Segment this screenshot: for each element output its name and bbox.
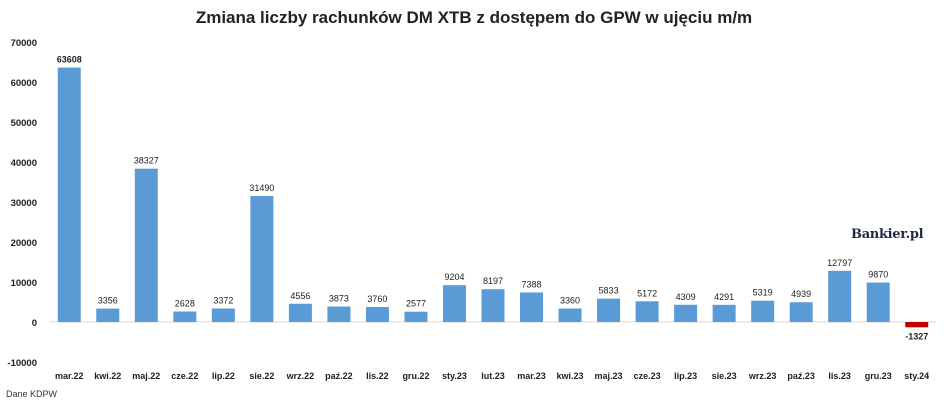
x-tick-label: sty.23 — [442, 371, 467, 381]
data-label: 63608 — [57, 55, 82, 65]
bar — [57, 67, 81, 323]
brand-logo: Bankier.pl — [851, 227, 924, 242]
x-tick-label: lut.23 — [481, 371, 505, 381]
data-label: -1327 — [905, 331, 928, 341]
data-label: 5172 — [637, 288, 657, 298]
data-label: 8197 — [483, 276, 503, 286]
x-tick-label: cze.22 — [171, 371, 198, 381]
y-tick-label: 70000 — [11, 38, 37, 49]
x-tick-label: paź.22 — [325, 371, 353, 381]
x-tick-label: mar.22 — [55, 371, 84, 381]
data-label: 4291 — [714, 292, 734, 302]
chart-title: Zmiana liczby rachunków DM XTB z dostępe… — [195, 8, 753, 27]
bar — [442, 285, 466, 322]
data-label: 3360 — [560, 296, 580, 306]
bar — [520, 292, 544, 322]
bar — [134, 168, 158, 322]
bar — [635, 301, 659, 322]
x-tick-label: wrz.22 — [286, 371, 315, 381]
x-tick-label: kwi.23 — [557, 371, 584, 381]
x-tick-label: wrz.23 — [748, 371, 777, 381]
bar — [828, 270, 852, 322]
x-tick-label: mar.23 — [517, 371, 546, 381]
bar — [751, 300, 775, 322]
data-label: 9204 — [444, 272, 464, 282]
x-tick-label: lip.23 — [674, 371, 697, 381]
bar — [712, 304, 736, 322]
y-tick-label: 40000 — [11, 158, 37, 169]
data-label: 7388 — [522, 279, 542, 289]
x-tick-label: gru.23 — [865, 371, 892, 381]
bar — [905, 322, 929, 328]
y-tick-label: 10000 — [11, 278, 37, 289]
x-tick-label: sty.24 — [904, 371, 929, 381]
y-tick-label: 50000 — [11, 118, 37, 129]
bar — [866, 282, 890, 322]
bar — [481, 289, 505, 322]
data-label: 2577 — [406, 299, 426, 309]
bar — [211, 308, 235, 322]
bar — [365, 306, 389, 322]
x-tick-label: maj.22 — [132, 371, 160, 381]
bar — [597, 298, 621, 322]
data-label: 4309 — [676, 292, 696, 302]
y-tick-label: 20000 — [11, 238, 37, 249]
y-tick-label: 60000 — [11, 78, 37, 89]
x-tick-label: maj.23 — [595, 371, 623, 381]
data-label: 12797 — [827, 258, 852, 268]
data-label: 2628 — [175, 298, 195, 308]
data-label: 31490 — [249, 183, 274, 193]
data-label: 38327 — [134, 156, 159, 166]
data-label: 5319 — [753, 288, 773, 298]
bar — [288, 303, 312, 322]
bar — [789, 302, 813, 322]
data-label: 3873 — [329, 294, 349, 304]
data-label: 9870 — [868, 270, 888, 280]
data-label: 3760 — [367, 294, 387, 304]
x-tick-label: lis.23 — [828, 371, 851, 381]
bar — [404, 311, 428, 322]
source-note: Dane KDPW — [6, 389, 58, 399]
bar — [327, 306, 351, 322]
bar — [558, 308, 582, 322]
x-tick-label: cze.23 — [634, 371, 661, 381]
x-tick-label: paź.23 — [787, 371, 815, 381]
data-label: 3356 — [98, 296, 118, 306]
data-label: 4939 — [791, 289, 811, 299]
x-tick-label: sie.22 — [249, 371, 274, 381]
bar — [674, 304, 698, 322]
data-label: 4556 — [290, 291, 310, 301]
y-tick-label: 0 — [32, 318, 37, 329]
bar — [250, 196, 274, 322]
bar — [96, 308, 120, 322]
data-label: 5833 — [599, 286, 619, 296]
bar — [173, 311, 197, 322]
x-tick-label: kwi.22 — [94, 371, 121, 381]
data-label: 3372 — [213, 296, 233, 306]
x-tick-label: lis.22 — [366, 371, 389, 381]
x-tick-label: sie.23 — [712, 371, 737, 381]
y-tick-label: -10000 — [7, 358, 37, 369]
y-tick-label: 30000 — [11, 198, 37, 209]
x-tick-label: gru.22 — [402, 371, 429, 381]
x-tick-label: lip.22 — [212, 371, 235, 381]
